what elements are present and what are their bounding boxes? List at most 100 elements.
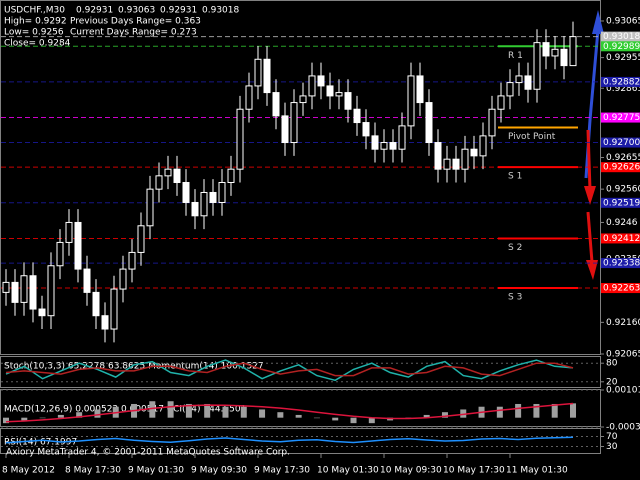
indicator-line [5, 359, 574, 382]
pivot-label: R 1 [508, 51, 523, 61]
arrows [584, 10, 604, 280]
macd-bar [295, 414, 302, 418]
ohlc-low: 0.92931 [160, 6, 197, 16]
candle-body [38, 308, 46, 317]
pivot-label: S 1 [508, 172, 522, 182]
candle-body [290, 102, 298, 144]
pane-title: Stoch(10,3,3) 65.2278 63.8625 Momentum(1… [4, 362, 264, 372]
price-box-label: 0.92263 [603, 284, 640, 294]
candle-body [506, 82, 514, 97]
price-box [601, 258, 640, 269]
candle-body [227, 168, 235, 183]
price-box [601, 76, 640, 87]
macd-bar [332, 417, 339, 421]
macd-bar [240, 406, 247, 418]
candle-body [263, 58, 271, 94]
candle-body [128, 251, 136, 270]
candle-body [353, 108, 361, 124]
stoch-pane [0, 356, 601, 388]
macd-pane [0, 389, 601, 427]
candle-body [461, 148, 469, 170]
candle-body [569, 36, 577, 67]
x-tick-label: 10 May 09:30 [380, 466, 442, 476]
candle-body [137, 225, 145, 253]
candle-body [398, 125, 406, 150]
candle-body [533, 42, 541, 90]
indicator-line [5, 402, 574, 423]
candle-body [92, 291, 100, 317]
candle-body [497, 95, 505, 110]
pane-title: MACD(12,26,9) 0.000523 0.000517 CCI(14) … [4, 405, 246, 415]
ohlc-open: 0.92931 [76, 6, 113, 16]
symbol-title: USDCHF.,M30 [4, 6, 65, 16]
candle-body [317, 75, 325, 87]
macd-bar [149, 401, 156, 418]
price-box [601, 197, 640, 208]
rsi-pane [0, 428, 601, 454]
price-box-label: 0.92882 [603, 77, 640, 87]
x-tick-label: 9 May 09:30 [191, 466, 247, 476]
candle-body [443, 158, 451, 170]
price-box-label: 0.92338 [603, 259, 640, 269]
x-tick-label: 10 May 01:30 [317, 466, 379, 476]
macd-bar [94, 409, 101, 418]
price-box [601, 112, 640, 123]
candle-body [2, 281, 10, 293]
candle-body [470, 148, 478, 157]
macd-bar [277, 412, 284, 418]
price-box-label: 0.92775 [603, 113, 640, 123]
price-box-label: 0.92626 [603, 163, 640, 173]
pane-borders [0, 0, 601, 454]
y-tick-label: 0.92955 [606, 53, 640, 63]
candle-body [380, 142, 388, 150]
candle-body [119, 268, 127, 290]
candle-body [245, 85, 253, 110]
candle-body [389, 142, 397, 150]
candle-body [182, 181, 190, 203]
pane-title: RSI(14) 67.1997 [4, 438, 77, 448]
macd-bar [368, 417, 375, 424]
x-tick-label: 11 May 01:30 [506, 466, 568, 476]
macd-bar [204, 403, 211, 418]
candle-body [434, 142, 442, 170]
price-box-label: 0.93018 [603, 32, 640, 42]
candle-body [524, 75, 532, 90]
y-tick-label: 0.93065 [606, 16, 640, 26]
candle-body [407, 75, 415, 127]
macd-bar [460, 409, 467, 418]
info-text: Low= 0.9256 [4, 28, 64, 38]
candle-body [281, 115, 289, 144]
price-box [601, 162, 640, 173]
candle-body [191, 201, 199, 217]
candle-body [344, 92, 352, 110]
price-box [601, 137, 640, 148]
macd-bar [185, 403, 192, 418]
x-tick-label: 10 May 17:30 [443, 466, 505, 476]
candle-body [101, 315, 109, 330]
macd-bar [441, 412, 448, 418]
candle-body [236, 108, 244, 170]
footer: Axiory MetaTrader 4, © 2001-2011 MetaQuo… [6, 448, 290, 458]
candle-body [416, 75, 424, 104]
macd-bar [222, 406, 229, 418]
candle-body [200, 191, 208, 217]
y-tick-label: 0.92065 [606, 350, 640, 360]
y-tick-label: 0.9246 [606, 218, 638, 228]
info-text: Previous Days Range= 0.363 [70, 17, 201, 27]
ohlc-high: 0.93063 [118, 6, 155, 16]
red-arrow [586, 211, 594, 263]
macd-bar [496, 406, 503, 418]
macd-bar [3, 417, 9, 424]
y-tick-label: 30 [606, 442, 618, 452]
y-tick-label: 0.92863 [606, 84, 640, 94]
candle-body [488, 108, 496, 137]
candle-body [479, 135, 487, 157]
candle-body [56, 241, 64, 267]
price-box-label: 0.92989 [603, 42, 640, 52]
price-box-label: 0.92412 [603, 234, 640, 244]
candle-body [20, 275, 28, 303]
price-box [601, 31, 640, 42]
macd-bar [515, 403, 522, 418]
x-tick-label: 9 May 17:30 [254, 466, 310, 476]
